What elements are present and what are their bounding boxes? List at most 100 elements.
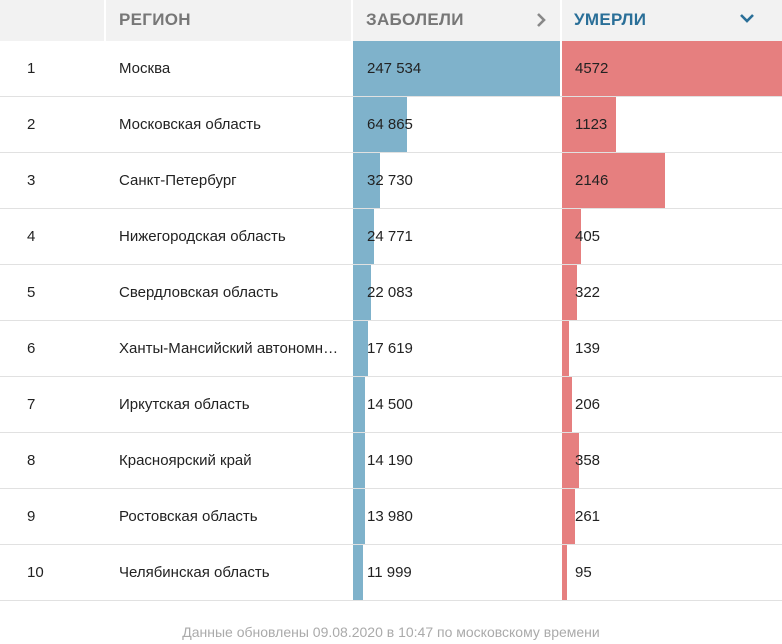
cases-bar xyxy=(353,545,363,600)
cases-value: 32 730 xyxy=(367,172,413,189)
deaths-value: 206 xyxy=(575,396,601,413)
deaths-value: 139 xyxy=(575,340,601,357)
chevron-down-icon xyxy=(740,0,754,41)
cases-bar xyxy=(353,377,365,432)
table-row[interactable]: 4 Нижегородская область 24 771 405 xyxy=(0,209,782,265)
table-row[interactable]: 6 Ханты-Мансийский автономный округ 17 619… xyxy=(0,321,782,377)
cases-cell: 11 999 xyxy=(353,545,560,600)
deaths-value: 4572 xyxy=(575,60,609,77)
cases-value: 14 190 xyxy=(367,452,413,469)
table-row[interactable]: 3 Санкт-Петербург 32 730 2146 xyxy=(0,153,782,209)
region-name: Санкт-Петербург xyxy=(119,172,237,189)
cases-cell: 64 865 xyxy=(353,97,560,152)
region-name: Челябинская область xyxy=(119,564,270,581)
region-name: Свердловская область xyxy=(119,284,279,301)
row-index: 1 xyxy=(27,60,36,77)
table-row[interactable]: 5 Свердловская область 22 083 322 xyxy=(0,265,782,321)
deaths-value: 358 xyxy=(575,452,601,469)
cases-cell: 247 534 xyxy=(353,41,560,96)
header-region[interactable]: РЕГИОН xyxy=(106,0,351,41)
deaths-value: 322 xyxy=(575,284,601,301)
deaths-cell: 139 xyxy=(562,321,782,376)
deaths-value: 405 xyxy=(575,228,601,245)
row-index: 10 xyxy=(27,564,44,581)
region-name: Москва xyxy=(119,60,171,77)
deaths-value: 261 xyxy=(575,508,601,525)
cases-bar xyxy=(353,433,365,488)
deaths-value: 2146 xyxy=(575,172,609,189)
deaths-cell: 95 xyxy=(562,545,782,600)
region-name: Московская область xyxy=(119,116,261,133)
chevron-right-icon xyxy=(536,0,546,41)
row-index: 9 xyxy=(27,508,36,525)
cases-cell: 24 771 xyxy=(353,209,560,264)
deaths-cell: 405 xyxy=(562,209,782,264)
header-cases-sort[interactable]: ЗАБОЛЕЛИ xyxy=(353,0,560,41)
header-deaths-label: УМЕРЛИ xyxy=(574,10,647,29)
deaths-cell: 322 xyxy=(562,265,782,320)
table-header: РЕГИОН ЗАБОЛЕЛИ УМЕРЛИ xyxy=(0,0,782,41)
deaths-cell: 1123 xyxy=(562,97,782,152)
table-body: 1 Москва 247 534 4572 2 Московская область 64 … xyxy=(0,41,782,601)
table-row[interactable]: 10 Челябинская область 11 999 95 xyxy=(0,545,782,601)
cases-cell: 14 500 xyxy=(353,377,560,432)
cases-cell: 32 730 xyxy=(353,153,560,208)
cases-bar xyxy=(353,265,371,320)
cases-bar xyxy=(353,489,365,544)
cases-value: 17 619 xyxy=(367,340,413,357)
cases-cell: 14 190 xyxy=(353,433,560,488)
deaths-bar xyxy=(562,97,616,152)
row-index: 6 xyxy=(27,340,36,357)
cases-bar xyxy=(353,209,374,264)
header-cases-label: ЗАБОЛЕЛИ xyxy=(366,10,464,29)
deaths-bar xyxy=(562,321,569,376)
deaths-cell: 261 xyxy=(562,489,782,544)
table-row[interactable]: 1 Москва 247 534 4572 xyxy=(0,41,782,97)
row-index: 8 xyxy=(27,452,36,469)
row-index: 4 xyxy=(27,228,36,245)
deaths-bar xyxy=(562,265,577,320)
table-row[interactable]: 9 Ростовская область 13 980 261 xyxy=(0,489,782,545)
row-index: 5 xyxy=(27,284,36,301)
cases-value: 22 083 xyxy=(367,284,413,301)
deaths-cell: 4572 xyxy=(562,41,782,96)
deaths-bar xyxy=(562,377,572,432)
cases-cell: 22 083 xyxy=(353,265,560,320)
cases-value: 24 771 xyxy=(367,228,413,245)
cases-value: 13 980 xyxy=(367,508,413,525)
deaths-cell: 358 xyxy=(562,433,782,488)
deaths-bar xyxy=(562,41,782,96)
deaths-cell: 2146 xyxy=(562,153,782,208)
table-row[interactable]: 7 Иркутская область 14 500 206 xyxy=(0,377,782,433)
cases-value: 11 999 xyxy=(367,564,412,581)
covid-regions-table: РЕГИОН ЗАБОЛЕЛИ УМЕРЛИ 1 Москва 247 534 457… xyxy=(0,0,782,601)
cases-bar xyxy=(353,321,368,376)
deaths-bar xyxy=(562,209,581,264)
header-index-cell xyxy=(0,0,104,41)
region-name: Ханты-Мансийский автономный округ xyxy=(119,340,347,357)
deaths-cell: 206 xyxy=(562,377,782,432)
region-name: Иркутская область xyxy=(119,396,250,413)
deaths-bar xyxy=(562,489,575,544)
cases-value: 247 534 xyxy=(367,60,422,77)
header-deaths-sort[interactable]: УМЕРЛИ xyxy=(562,0,782,41)
region-name: Нижегородская область xyxy=(119,228,286,245)
update-note: Данные обновлены 09.08.2020 в 10:47 по м… xyxy=(182,624,600,640)
deaths-bar xyxy=(562,545,567,600)
region-name: Красноярский край xyxy=(119,452,252,469)
cases-bar xyxy=(353,153,380,208)
cases-value: 64 865 xyxy=(367,116,413,133)
deaths-bar xyxy=(562,433,579,488)
row-index: 3 xyxy=(27,172,36,189)
cases-cell: 13 980 xyxy=(353,489,560,544)
header-region-label: РЕГИОН xyxy=(119,10,191,29)
table-row[interactable]: 2 Московская область 64 865 1123 xyxy=(0,97,782,153)
cases-value: 14 500 xyxy=(367,396,413,413)
cases-bar xyxy=(353,97,407,152)
cases-bar xyxy=(353,41,560,96)
table-row[interactable]: 8 Красноярский край 14 190 358 xyxy=(0,433,782,489)
row-index: 7 xyxy=(27,396,36,413)
row-index: 2 xyxy=(27,116,36,133)
region-name: Ростовская область xyxy=(119,508,258,525)
deaths-value: 1123 xyxy=(575,116,608,133)
